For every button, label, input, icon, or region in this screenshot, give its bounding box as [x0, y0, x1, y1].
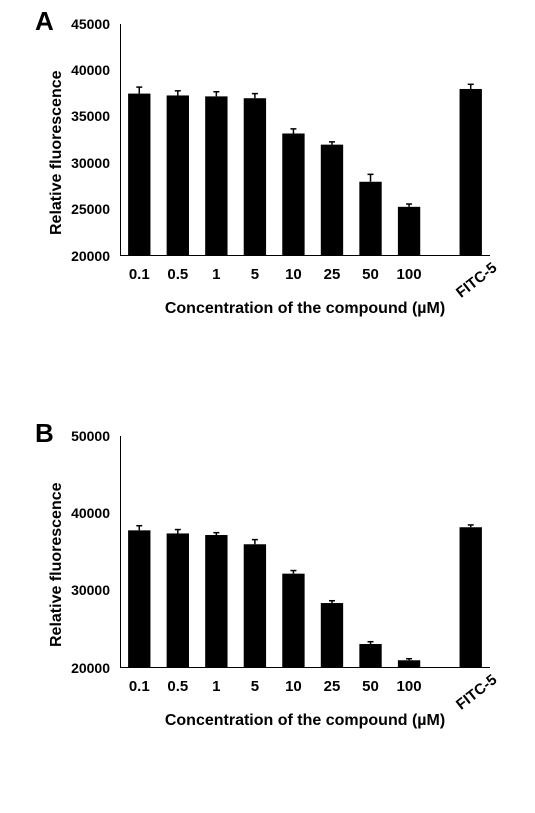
- bar: [244, 544, 266, 668]
- x-tick-label: 5: [251, 678, 259, 695]
- panel-a-svg: [120, 24, 490, 256]
- y-tick-label: 40000: [71, 505, 110, 521]
- y-tick-label: 25000: [71, 201, 110, 217]
- y-axis-title: Relative fluorescence: [48, 482, 66, 647]
- bar: [244, 98, 266, 256]
- x-tick-label: 10: [285, 678, 302, 695]
- bar: [282, 134, 304, 256]
- x-tick-label: 1: [212, 678, 220, 695]
- bar: [128, 530, 150, 668]
- bar: [460, 89, 482, 256]
- panel-a-chart: [120, 24, 490, 256]
- bar: [398, 207, 420, 256]
- x-tick-label: 0.1: [129, 266, 150, 283]
- bar: [167, 95, 189, 256]
- x-tick-label: 0.5: [167, 678, 188, 695]
- y-tick-label: 40000: [71, 62, 110, 78]
- x-tick-label: 50: [362, 266, 379, 283]
- x-tick-label: 1: [212, 266, 220, 283]
- x-tick-label: 100: [397, 266, 422, 283]
- figure: { "figure": { "width": 535, "height": 81…: [0, 0, 535, 813]
- x-tick-label: 25: [324, 266, 341, 283]
- x-tick-label: 0.1: [129, 678, 150, 695]
- x-tick-label: FITC-5: [453, 671, 500, 713]
- bar: [128, 94, 150, 256]
- x-tick-label: FITC-5: [453, 259, 500, 301]
- y-tick-label: 50000: [71, 428, 110, 444]
- y-tick-label: 35000: [71, 108, 110, 124]
- bar: [321, 603, 343, 668]
- x-axis-title: Concentration of the compound (µM): [120, 712, 490, 730]
- panel-b-label: B: [35, 418, 54, 449]
- panel-b-chart: [120, 436, 490, 668]
- panel-b-svg: [120, 436, 490, 668]
- x-tick-label: 0.5: [167, 266, 188, 283]
- x-tick-label: 50: [362, 678, 379, 695]
- panel-a-label: A: [35, 6, 54, 37]
- bar: [167, 533, 189, 668]
- bar: [460, 527, 482, 668]
- bar: [205, 535, 227, 668]
- y-tick-label: 30000: [71, 582, 110, 598]
- bar: [398, 660, 420, 668]
- x-tick-label: 25: [324, 678, 341, 695]
- bar: [282, 574, 304, 668]
- x-tick-label: 100: [397, 678, 422, 695]
- x-tick-label: 10: [285, 266, 302, 283]
- y-axis-title: Relative fluorescence: [48, 70, 66, 235]
- y-tick-label: 20000: [71, 248, 110, 264]
- x-tick-label: 5: [251, 266, 259, 283]
- y-tick-label: 30000: [71, 155, 110, 171]
- bar: [359, 182, 381, 256]
- y-tick-label: 45000: [71, 16, 110, 32]
- bar: [205, 96, 227, 256]
- y-tick-label: 20000: [71, 660, 110, 676]
- bar: [359, 644, 381, 668]
- bar: [321, 145, 343, 256]
- x-axis-title: Concentration of the compound (µM): [120, 300, 490, 318]
